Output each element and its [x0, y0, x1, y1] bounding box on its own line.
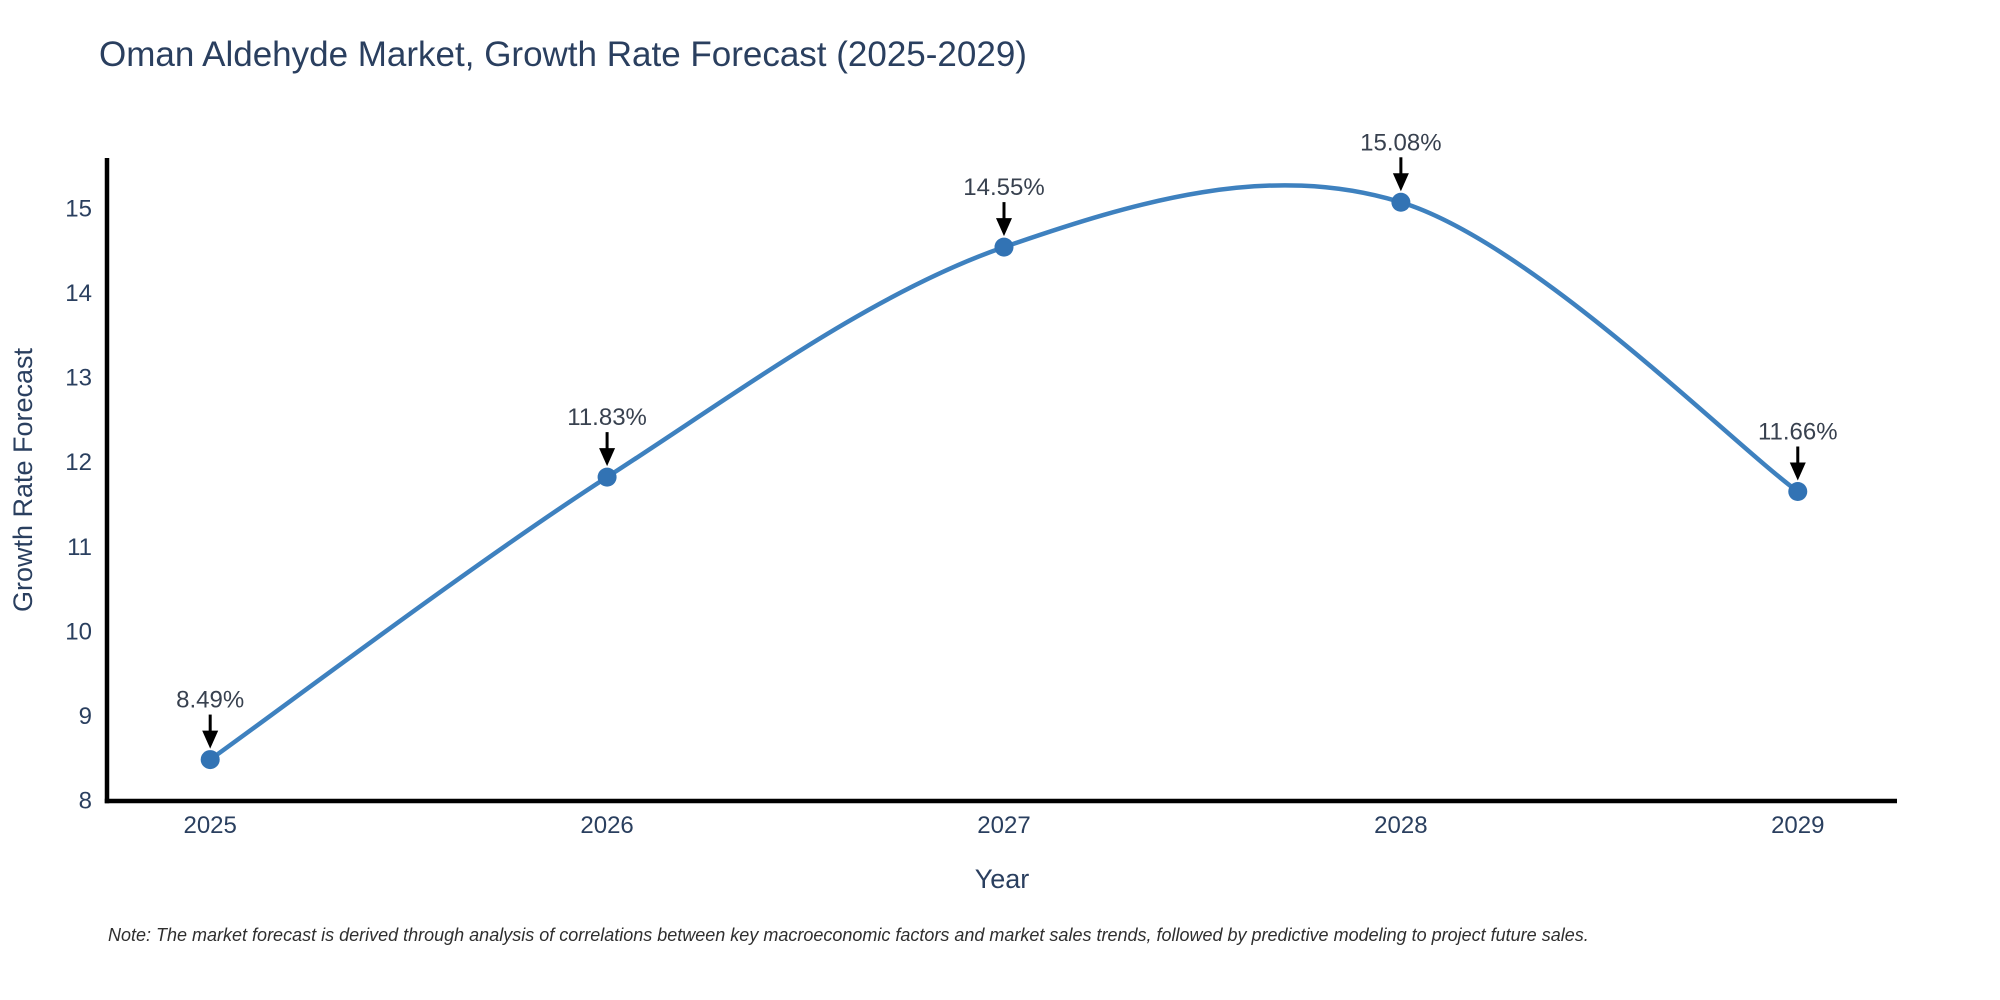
y-tick-label: 13 [65, 365, 92, 392]
y-tick-label: 10 [65, 618, 92, 645]
data-point-marker [1391, 192, 1411, 212]
annotation-arrowhead [1789, 462, 1806, 481]
x-tick-label: 2029 [1771, 812, 1824, 839]
point-annotation: 8.49% [176, 687, 244, 749]
axes-layer [104, 158, 1897, 804]
point-annotation: 11.66% [1758, 418, 1838, 481]
y-tick-label: 9 [79, 703, 92, 730]
point-annotation: 14.55% [963, 174, 1045, 237]
annotation-arrowhead [599, 448, 616, 467]
data-point-marker [200, 750, 220, 770]
y-tick-label: 15 [65, 196, 92, 223]
x-tick-label: 2025 [183, 812, 236, 839]
annotation-arrowhead [995, 218, 1012, 237]
data-point-marker [597, 467, 617, 487]
point-annotation: 11.83% [567, 404, 647, 467]
chart-title: Oman Aldehyde Market, Growth Rate Foreca… [99, 35, 1027, 74]
point-value-label: 8.49% [176, 687, 244, 714]
data-point-marker [1788, 481, 1808, 501]
footnote: Note: The market forecast is derived thr… [108, 925, 1589, 945]
x-axis-title: Year [975, 864, 1030, 894]
point-value-label: 11.66% [1758, 418, 1838, 445]
y-tick-label: 12 [65, 449, 92, 476]
annotation-layer: 8.49% 11.83% 14.55% 15.08% 11.66% [176, 129, 1838, 749]
annotation-arrowhead [1392, 173, 1409, 192]
y-tick-label: 14 [65, 280, 92, 307]
point-value-label: 15.08% [1360, 129, 1441, 156]
forecast-line [207, 183, 1801, 762]
point-value-label: 11.83% [567, 404, 647, 431]
x-tick-label: 2027 [977, 812, 1030, 839]
y-tick-label: 8 [79, 788, 92, 815]
point-annotation: 15.08% [1360, 129, 1442, 192]
y-tick-label: 11 [67, 534, 92, 561]
tick-layer: 8 9 10 11 12 13 14 15 2025 2026 2027 2028 2029 [65, 196, 1824, 839]
y-axis-title: Growth Rate Forecast [8, 347, 38, 612]
x-tick-label: 2026 [580, 812, 633, 839]
point-value-label: 14.55% [963, 174, 1044, 201]
annotation-arrowhead [202, 730, 219, 749]
x-tick-label: 2028 [1374, 812, 1427, 839]
data-point-marker [994, 237, 1014, 257]
line-series [200, 183, 1808, 770]
